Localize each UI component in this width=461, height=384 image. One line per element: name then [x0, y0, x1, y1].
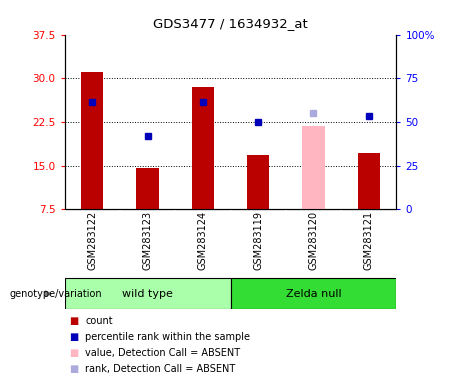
Bar [81, 72, 103, 209]
Text: GSM283119: GSM283119 [253, 211, 263, 270]
Text: ■: ■ [69, 332, 78, 342]
Bar [247, 155, 269, 209]
Bar [302, 126, 325, 209]
Text: GSM283123: GSM283123 [142, 211, 153, 270]
Bar [358, 153, 380, 209]
Bar [65, 278, 230, 309]
Text: ■: ■ [69, 364, 78, 374]
Text: GSM283121: GSM283121 [364, 211, 374, 270]
Text: GSM283124: GSM283124 [198, 211, 208, 270]
Bar [230, 278, 396, 309]
Text: value, Detection Call = ABSENT: value, Detection Call = ABSENT [85, 348, 240, 358]
Text: wild type: wild type [122, 289, 173, 299]
Text: GSM283120: GSM283120 [308, 211, 319, 270]
Text: GSM283122: GSM283122 [87, 211, 97, 270]
Text: Zelda null: Zelda null [286, 289, 341, 299]
Text: genotype/variation: genotype/variation [9, 289, 102, 299]
Text: percentile rank within the sample: percentile rank within the sample [85, 332, 250, 342]
Bar [192, 87, 214, 209]
Bar [136, 168, 159, 209]
Text: GDS3477 / 1634932_at: GDS3477 / 1634932_at [153, 17, 308, 30]
Text: ■: ■ [69, 348, 78, 358]
Text: count: count [85, 316, 113, 326]
Text: ■: ■ [69, 316, 78, 326]
Text: rank, Detection Call = ABSENT: rank, Detection Call = ABSENT [85, 364, 236, 374]
